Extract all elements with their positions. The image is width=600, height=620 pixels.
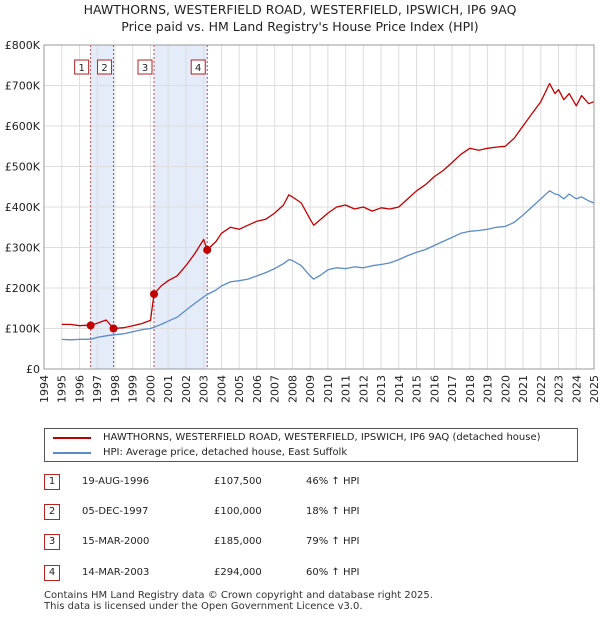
series-line: [61, 82, 595, 330]
legend-swatch-property: [53, 436, 91, 439]
sale-number-box: [190, 59, 206, 75]
y-tick-label: £100K: [5, 323, 41, 336]
x-tick-label: 1994: [38, 375, 51, 403]
x-tick-label: 2010: [322, 375, 335, 403]
legend-label-hpi: HPI: Average price, detached house, East…: [103, 447, 348, 458]
x-tick-label: 2022: [535, 375, 548, 403]
axes: £0 £100K £200K £300K £400K £500K £600K £700K £80…: [5, 39, 600, 403]
y-tick-label: £200K: [5, 282, 41, 295]
x-tick-label: 2001: [162, 375, 175, 403]
y-tick-label: £800K: [5, 39, 41, 52]
sale-date: 05-DEC-1997: [82, 506, 149, 517]
x-tick-label: 2019: [482, 375, 495, 403]
x-tick-label: 2011: [340, 375, 353, 403]
sale-marker: [86, 321, 95, 330]
sale-date: 15-MAR-2000: [82, 536, 150, 547]
x-tick-label: 2016: [428, 375, 441, 403]
sale-number-label: 2: [101, 63, 107, 74]
chart-subtitle: Price paid vs. HM Land Registry's House …: [121, 19, 479, 34]
sale-hpi-change: 60% ↑ HPI: [306, 567, 360, 578]
sale-row: 2 05-DEC-1997 £100,000 18% ↑ HPI: [44, 502, 464, 522]
y-tick-label: £300K: [5, 242, 41, 255]
x-tick-label: 2025: [588, 375, 600, 403]
x-tick-label: 2008: [286, 375, 299, 403]
plot-frame: [43, 44, 595, 370]
sale-marker: [203, 245, 212, 254]
sale-price: £185,000: [214, 536, 262, 547]
sale-number-label: 4: [195, 63, 201, 74]
y-tick-label: £700K: [5, 80, 41, 93]
legend-swatch-hpi: [53, 451, 91, 454]
legend-item-property: HAWTHORNS, WESTERFIELD ROAD, WESTERFIELD…: [53, 430, 541, 445]
x-tick-label: 2017: [446, 375, 459, 403]
x-tick-label: 2006: [251, 375, 264, 403]
legend-label-property: HAWTHORNS, WESTERFIELD ROAD, WESTERFIELD…: [103, 432, 541, 443]
x-tick-label: 2005: [233, 375, 246, 403]
y-tick-label: £400K: [5, 201, 41, 214]
x-tick-label: 2009: [304, 375, 317, 403]
sale-number-badge: 1: [44, 474, 60, 490]
footer-line-1: Contains HM Land Registry data © Crown c…: [44, 590, 433, 601]
sale-number-labels: 1 2 3 4: [74, 59, 206, 75]
legend-item-hpi: HPI: Average price, detached house, East…: [53, 445, 347, 460]
footer-line-2: This data is licensed under the Open Gov…: [44, 601, 363, 612]
sale-number-label: 3: [142, 63, 148, 74]
series-lines: [61, 82, 595, 341]
x-tick-label: 2020: [499, 375, 512, 403]
chart-title: HAWTHORNS, WESTERFIELD ROAD, WESTERFIELD…: [83, 2, 517, 17]
x-tick-label: 2024: [570, 375, 583, 403]
grid-lines: [43, 44, 595, 370]
x-tick-label: 1999: [127, 375, 140, 403]
sale-number-badge: 2: [44, 504, 60, 520]
y-tick-label: £500K: [5, 161, 41, 174]
legend: HAWTHORNS, WESTERFIELD ROAD, WESTERFIELD…: [44, 428, 578, 462]
x-tick-label: 2021: [517, 375, 530, 403]
x-tick-label: 2023: [553, 375, 566, 403]
sale-date: 19-AUG-1996: [82, 476, 150, 487]
sale-number-badge: 3: [44, 534, 60, 550]
x-tick-label: 1995: [56, 375, 69, 403]
x-tick-label: 2013: [375, 375, 388, 403]
sale-row: 1 19-AUG-1996 £107,500 46% ↑ HPI: [44, 472, 464, 492]
x-tick-label: 1996: [73, 375, 86, 403]
sale-hpi-change: 46% ↑ HPI: [306, 476, 360, 487]
sale-number-box: [97, 59, 113, 75]
x-tick-label: 2012: [357, 375, 370, 403]
x-tick-label: 2014: [393, 375, 406, 403]
x-tick-label: 2002: [180, 375, 193, 403]
footer-attribution: Contains HM Land Registry data © Crown c…: [44, 590, 433, 612]
y-tick-label: £0: [26, 363, 40, 376]
sale-price: £100,000: [214, 506, 262, 517]
x-tick-label: 2000: [144, 375, 157, 403]
x-tick-label: 1997: [91, 375, 104, 403]
sale-price: £107,500: [214, 476, 262, 487]
sale-hpi-change: 18% ↑ HPI: [306, 506, 360, 517]
sale-date: 14-MAR-2003: [82, 567, 150, 578]
x-tick-label: 2015: [411, 375, 424, 403]
sale-row: 4 14-MAR-2003 £294,000 60% ↑ HPI: [44, 563, 464, 583]
sale-price: £294,000: [214, 567, 262, 578]
sale-vertical-lines: [90, 45, 208, 369]
sale-marker: [150, 290, 158, 299]
x-tick-label: 2004: [215, 375, 228, 403]
sale-row: 3 15-MAR-2000 £185,000 79% ↑ HPI: [44, 532, 464, 552]
sale-hpi-change: 79% ↑ HPI: [306, 536, 360, 547]
sale-marker: [109, 324, 118, 333]
line-chart: 1 2 3 4 £0 £100K £200K £300K £400K £500K £600K £70…: [5, 39, 600, 403]
sale-number-box: [137, 59, 153, 75]
x-tick-label: 2018: [464, 375, 477, 403]
sale-number-box: [74, 59, 90, 75]
chart-title-block: HAWTHORNS, WESTERFIELD ROAD, WESTERFIELD…: [0, 0, 600, 35]
x-tick-label: 2007: [269, 375, 282, 403]
y-tick-label: £600K: [5, 120, 41, 133]
sale-markers: [86, 245, 212, 333]
x-tick-label: 2003: [198, 375, 211, 403]
sale-number-badge: 4: [44, 565, 60, 581]
sale-number-label: 1: [78, 63, 84, 74]
x-tick-label: 1998: [109, 375, 122, 403]
series-line: [61, 190, 595, 341]
